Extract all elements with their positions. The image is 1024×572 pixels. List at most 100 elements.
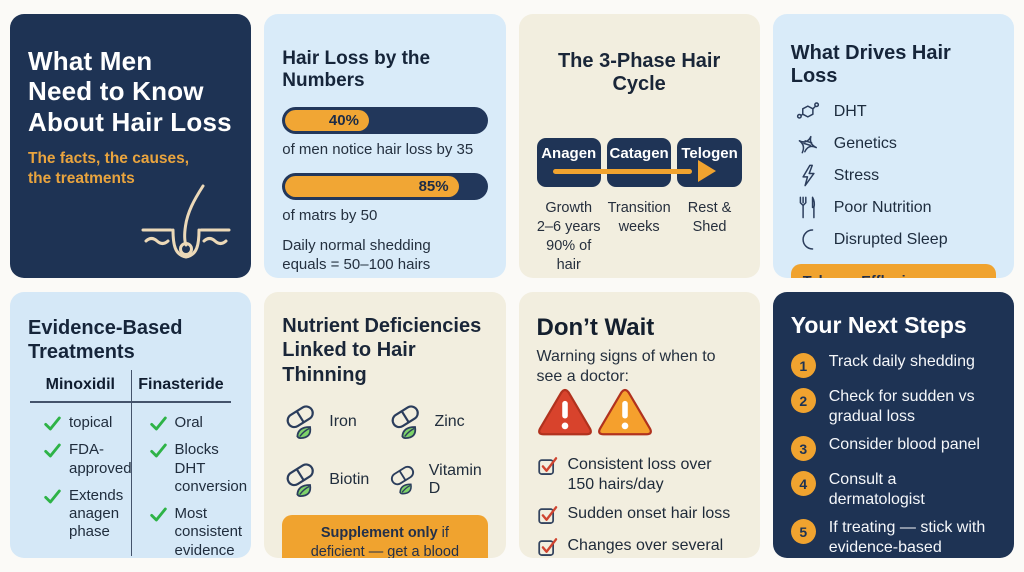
- driver-item-stress: Stress: [791, 162, 996, 189]
- progress-bar-85: 85%: [282, 173, 488, 200]
- step-item-5: 5 If treating — stick with evidence-base…: [790, 518, 996, 558]
- phase-caption-anagen: Growth 2–6 years 90% of hair: [536, 200, 601, 274]
- checkbox-icon: [537, 538, 557, 556]
- orange-warning-triangle-icon: [598, 388, 652, 436]
- warning-sign-label: Sudden onset hair loss: [567, 505, 731, 523]
- treatments-title: Evidence-Based Treatments: [28, 317, 183, 363]
- step-item-2: 2 Check for sudden vs gradual loss: [790, 387, 996, 426]
- treatment-label: topical: [69, 414, 113, 431]
- step-item-4: 4 Consult a dermatologist: [790, 470, 996, 509]
- pill-leaf-icon: [392, 405, 420, 440]
- nutrient-item-iron: Iron: [282, 403, 381, 441]
- drivers-title: What Drives Hair Loss: [790, 42, 951, 87]
- card-drivers: What Drives Hair Loss DHT Geneti: [772, 14, 1014, 278]
- driver-label: Stress: [833, 166, 880, 184]
- minoxidil-column: topical FDA-approved Extends anagen phas…: [30, 414, 136, 558]
- check-icon: [149, 507, 167, 522]
- card-intro: What Men Need to Know About Hair Loss Th…: [10, 14, 252, 278]
- treatment-label: FDA-approved: [69, 441, 132, 477]
- treatment-item: Most consistent evidence: [149, 505, 248, 558]
- driver-label: Poor Nutrition: [833, 198, 932, 216]
- callout-bold: Telogen Effluvium: [803, 274, 928, 278]
- nutrients-grid: Iron Zinc Biotin Vitami: [282, 403, 487, 499]
- cycle-title: The 3-Phase Hair Cycle: [557, 50, 721, 95]
- warning-sign-label: Consistent loss over 150 hairs/day: [567, 456, 712, 493]
- treatment-item: Blocks DHT conversion: [149, 441, 248, 496]
- driver-item-nutrition: Poor Nutrition: [791, 194, 996, 221]
- next-steps-title: Your Next Steps: [790, 312, 967, 338]
- progress-bar-label: 85%: [418, 178, 449, 195]
- treatment-item: Extends anagen phase: [44, 487, 132, 542]
- numbers-title: Hair Loss by the Numbers: [282, 48, 431, 91]
- phase-box-anagen: Anagen: [536, 138, 601, 187]
- check-icon: [149, 443, 167, 458]
- warning-sign-item: Sudden onset hair loss: [537, 504, 742, 526]
- column-header-minoxidil: Minoxidil: [45, 376, 115, 393]
- moon-icon: [802, 229, 814, 250]
- pill-leaf-icon: [286, 463, 315, 498]
- card-treatments: Evidence-Based Treatments Minoxidil Fina…: [10, 292, 252, 558]
- treatment-label: Blocks DHT conversion: [174, 441, 248, 495]
- callout-rest: if deficient — get a blood panel first.: [310, 525, 460, 558]
- step-label: Consider blood panel: [828, 436, 980, 454]
- phase-label: Catagen: [609, 145, 669, 162]
- warning-sign-label: Changes over several months: [567, 537, 724, 558]
- driver-label: Disrupted Sleep: [833, 230, 948, 248]
- nutrient-label: Iron: [329, 413, 357, 431]
- nutrient-item-biotin: Biotin: [282, 461, 381, 499]
- nutrient-label: Biotin: [329, 471, 370, 489]
- utensils-icon: [799, 196, 815, 219]
- step-number-badge: 5: [790, 519, 816, 545]
- driver-item-dht: DHT: [791, 98, 996, 125]
- nutrients-title: Nutrient Deficiencies Linked to Hair Thi…: [282, 315, 482, 386]
- treatments-table: Minoxidil Finasteride topical FDA-approv…: [28, 370, 247, 558]
- step-number-badge: 2: [790, 388, 816, 413]
- treatment-item: topical: [44, 414, 132, 432]
- bar-caption: of men notice hair loss by 35: [282, 141, 474, 158]
- checkbox-icon: [537, 506, 557, 524]
- driver-label: DHT: [833, 102, 867, 120]
- callout-rest: — tracifically causes liheceanic hair lo…: [803, 274, 946, 278]
- nutrient-label: Vitamin D: [428, 462, 482, 498]
- treatment-item: FDA-approved: [44, 441, 132, 478]
- hair-follicle-icon: [141, 184, 231, 259]
- step-label: If treating — stick with evidence-based …: [828, 519, 986, 556]
- molecule-icon: [796, 102, 819, 119]
- card-numbers: Hair Loss by the Numbers 40% of men noti…: [264, 14, 506, 278]
- driver-item-genetics: Genetics: [791, 130, 996, 157]
- driver-item-sleep: Disrupted Sleep: [791, 226, 996, 253]
- bar-caption: of matrs by 50: [282, 207, 378, 224]
- step-number-badge: 3: [790, 436, 816, 462]
- progress-bar-label: 40%: [328, 112, 359, 129]
- step-number-badge: 4: [790, 471, 816, 497]
- check-icon: [149, 416, 167, 431]
- pill-leaf-icon: [286, 405, 315, 440]
- dont-wait-subtitle: Warning signs of when to see a doctor:: [536, 348, 716, 385]
- drivers-list: DHT Genetics Stress: [791, 98, 996, 253]
- treatment-label: Extends anagen phase: [69, 486, 124, 541]
- cycle-arrow-line: [552, 169, 692, 174]
- card-hair-cycle: The 3-Phase Hair Cycle Anagen Catagen Te…: [518, 14, 760, 278]
- step-number-badge: 1: [790, 353, 816, 378]
- finasteride-column: Oral Blocks DHT conversion Most consiste…: [136, 414, 252, 558]
- infographic-subtitle: The facts, the causes, the treatments: [28, 150, 190, 188]
- phase-label: Anagen: [541, 145, 597, 162]
- warning-sign-item: Changes over several months: [537, 536, 742, 558]
- card-nutrients: Nutrient Deficiencies Linked to Hair Thi…: [264, 292, 506, 558]
- warning-signs-list: Consistent loss over 150 hairs/day Sudde…: [537, 455, 742, 558]
- treatment-label: Most consistent evidence: [174, 505, 243, 558]
- infographic-title: What Men Need to Know About Hair Loss: [28, 46, 232, 137]
- warning-sign-item: Consistent loss over 150 hairs/day: [537, 455, 742, 494]
- check-icon: [44, 416, 61, 431]
- phase-label: Telogen: [681, 145, 738, 162]
- treatment-label: Oral: [174, 414, 203, 431]
- progress-bar-fill: 85%: [285, 176, 459, 197]
- red-warning-triangle-icon: [537, 388, 592, 436]
- check-icon: [44, 489, 61, 504]
- shedding-footnote: Daily normal shedding equals = 50–100 ha…: [282, 237, 431, 274]
- callout-bold: Supplement only: [320, 525, 438, 542]
- nutrient-item-zinc: Zinc: [387, 403, 487, 441]
- check-icon: [44, 443, 61, 458]
- dont-wait-title: Don’t Wait: [536, 314, 655, 341]
- supplement-callout: Supplement only if deficient — get a blo…: [282, 515, 488, 558]
